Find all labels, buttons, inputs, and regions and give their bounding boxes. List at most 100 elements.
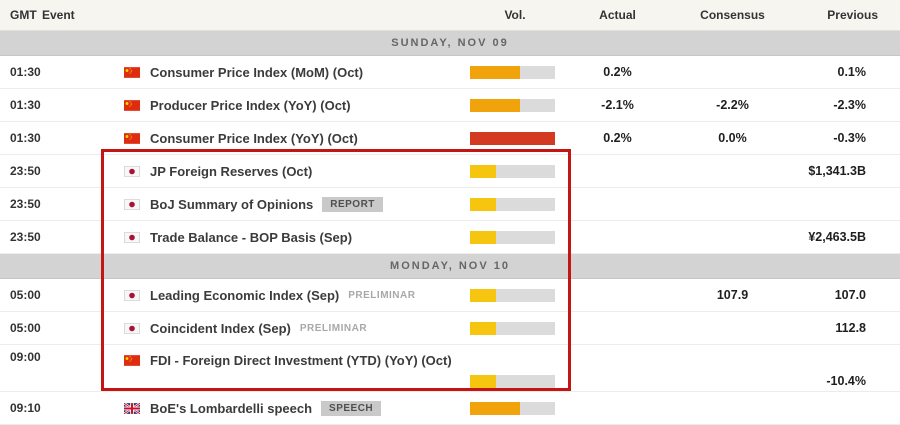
volatility-fill: [470, 288, 497, 302]
header-consensus: Consensus: [700, 8, 765, 22]
event-title[interactable]: JP Foreign Reserves (Oct): [150, 164, 460, 179]
header-previous: Previous: [827, 8, 878, 22]
event-title[interactable]: Consumer Price Index (YoY) (Oct): [150, 131, 460, 146]
previous-value: -0.3%: [833, 131, 866, 145]
date-separator: SUNDAY, NOV 09: [0, 31, 900, 56]
event-row[interactable]: 01:30 Consumer Price Index (YoY) (Oct) 0…: [0, 122, 900, 155]
previous-value: $1,341.3B: [808, 164, 866, 178]
event-time: 23:50: [10, 164, 41, 178]
event-title[interactable]: Producer Price Index (YoY) (Oct): [150, 98, 460, 113]
event-title-text: BoJ Summary of Opinions: [150, 196, 314, 212]
flag-jp-icon: [115, 231, 150, 243]
event-title-text: Consumer Price Index (YoY) (Oct): [150, 130, 358, 146]
calendar-table-body: SUNDAY, NOV 09 01:30 Consumer Price Inde…: [0, 31, 900, 425]
volatility-meter: [460, 321, 570, 335]
event-time: 23:50: [10, 197, 41, 211]
event-row[interactable]: 05:00 Coincident Index (Sep) PRELIMINAR …: [0, 312, 900, 345]
volatility-track: [470, 288, 555, 302]
event-time: 09:00: [10, 350, 41, 364]
volatility-fill: [470, 131, 555, 145]
flag-jp-icon: [115, 322, 150, 334]
event-tag: PRELIMINAR: [348, 289, 416, 301]
event-row[interactable]: 09:10 BoE's Lombardelli speech SPEECH: [0, 392, 900, 425]
volatility-track: [470, 164, 555, 178]
volatility-fill: [470, 375, 497, 388]
event-title[interactable]: BoJ Summary of Opinions REPORT: [150, 196, 460, 212]
event-time: 09:10: [10, 401, 41, 415]
event-time: 01:30: [10, 131, 41, 145]
volatility-meter: [460, 375, 570, 388]
volatility-fill: [470, 401, 521, 415]
event-row[interactable]: 23:50 JP Foreign Reserves (Oct) $1,341.3…: [0, 155, 900, 188]
event-title[interactable]: Coincident Index (Sep) PRELIMINAR: [150, 321, 460, 336]
header-actual: Actual: [599, 8, 636, 22]
volatility-meter: [460, 131, 570, 145]
event-title[interactable]: BoE's Lombardelli speech SPEECH: [150, 400, 460, 416]
event-title[interactable]: Leading Economic Index (Sep) PRELIMINAR: [150, 288, 460, 303]
actual-value: -2.1%: [601, 98, 634, 112]
volatility-track: [470, 131, 555, 145]
header-gmt: GMT: [10, 8, 37, 22]
event-title-text: JP Foreign Reserves (Oct): [150, 163, 313, 179]
volatility-meter: [460, 164, 570, 178]
previous-value: 0.1%: [837, 65, 867, 79]
volatility-meter: [460, 230, 570, 244]
flag-gb-icon: [115, 402, 150, 414]
event-title[interactable]: FDI - Foreign Direct Investment (YTD) (Y…: [150, 350, 900, 370]
volatility-fill: [470, 164, 497, 178]
event-title[interactable]: Consumer Price Index (MoM) (Oct): [150, 65, 460, 80]
flag-cn-icon: [115, 99, 150, 111]
event-title-text: Leading Economic Index (Sep): [150, 287, 340, 303]
flag-jp-icon: [115, 289, 150, 301]
header-event: Event: [42, 8, 75, 22]
volatility-track: [470, 321, 555, 335]
date-separator: MONDAY, NOV 10: [0, 254, 900, 279]
actual-value: 0.2%: [603, 131, 632, 145]
volatility-fill: [470, 98, 521, 112]
consensus-value: 0.0%: [718, 131, 747, 145]
previous-value: -10.4%: [826, 374, 866, 388]
volatility-meter: [460, 288, 570, 302]
previous-value: -2.3%: [833, 98, 866, 112]
event-row[interactable]: 23:50 BoJ Summary of Opinions REPORT: [0, 188, 900, 221]
event-time: 23:50: [10, 230, 41, 244]
event-tag: PRELIMINAR: [299, 322, 368, 334]
event-row[interactable]: 01:30 Consumer Price Index (MoM) (Oct) 0…: [0, 56, 900, 89]
date-label: SUNDAY, NOV 09: [391, 37, 509, 49]
flag-jp-icon: [115, 198, 150, 210]
volatility-fill: [470, 65, 521, 79]
event-row[interactable]: 05:00 Leading Economic Index (Sep) PRELI…: [0, 279, 900, 312]
volatility-meter: [460, 65, 570, 79]
event-title-text: BoE's Lombardelli speech: [150, 400, 313, 416]
volatility-fill: [470, 230, 497, 244]
event-row[interactable]: 23:50 Trade Balance - BOP Basis (Sep) ¥2…: [0, 221, 900, 254]
event-time: 01:30: [10, 65, 41, 79]
table-header: GMT Event Vol. Actual Consensus Previous: [0, 0, 900, 31]
event-row[interactable]: 01:30 Producer Price Index (YoY) (Oct) -…: [0, 89, 900, 122]
volatility-track: [470, 230, 555, 244]
previous-value: ¥2,463.5B: [808, 230, 866, 244]
event-time: 05:00: [10, 288, 41, 302]
event-title[interactable]: Trade Balance - BOP Basis (Sep): [150, 230, 460, 245]
event-title-text: Consumer Price Index (MoM) (Oct): [150, 64, 364, 80]
consensus-value: 107.9: [716, 288, 749, 302]
event-badge: REPORT: [322, 196, 383, 212]
volatility-fill: [470, 321, 497, 335]
event-title-text: Trade Balance - BOP Basis (Sep): [150, 229, 353, 245]
event-row[interactable]: 09:00 FDI - Foreign Direct Investment (Y…: [0, 345, 900, 392]
flag-cn-icon: [115, 132, 150, 144]
flag-cn-icon: [115, 66, 150, 78]
header-vol: Vol.: [504, 8, 526, 22]
volatility-track: [470, 197, 555, 211]
previous-value: 107.0: [834, 288, 866, 302]
volatility-meter: [460, 401, 570, 415]
volatility-track: [470, 98, 555, 112]
previous-value: 112.8: [835, 321, 866, 335]
volatility-track: [470, 65, 555, 79]
volatility-fill: [470, 197, 497, 211]
volatility-track: [470, 401, 555, 415]
event-time: 05:00: [10, 321, 41, 335]
volatility-meter: [460, 98, 570, 112]
flag-jp-icon: [115, 165, 150, 177]
volatility-meter: [460, 197, 570, 211]
